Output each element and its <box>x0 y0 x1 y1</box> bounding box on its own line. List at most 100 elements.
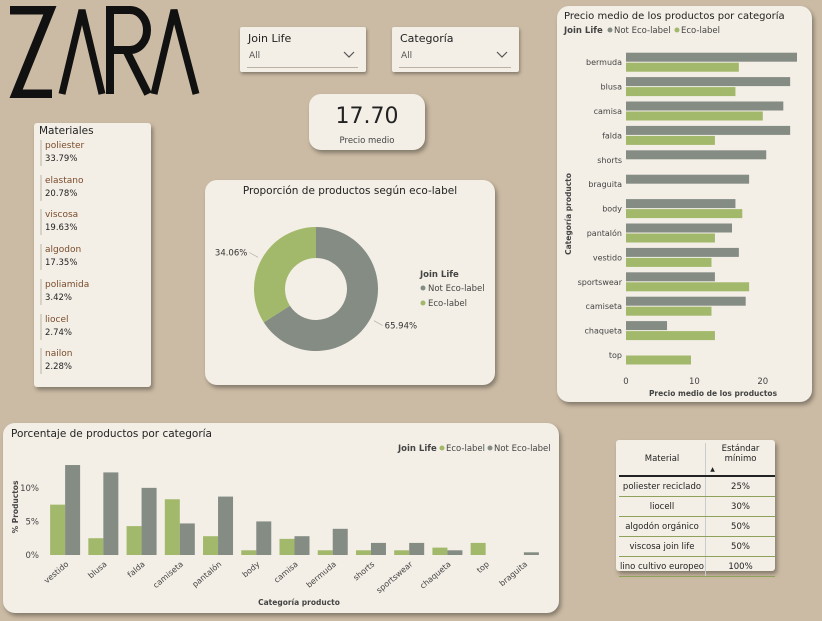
filter-value: All <box>401 51 413 61</box>
bar[interactable] <box>88 538 104 555</box>
legend-label[interactable]: Not Eco-label <box>494 444 551 454</box>
bar[interactable] <box>332 528 348 555</box>
bar[interactable] <box>317 550 333 555</box>
material-percent: 20.78% <box>45 188 78 199</box>
material-cell: poliester reciclado <box>619 476 706 497</box>
bar[interactable] <box>626 111 763 121</box>
category-tick-label: top <box>609 351 622 360</box>
category-tick-label: falda <box>602 131 622 140</box>
category-tick-label: braguita <box>498 560 530 589</box>
sort-ascending-icon: ▲ <box>710 466 715 473</box>
donut-chart: 65.94% 34.06% Join Life Not Eco-label Eco-la… <box>215 227 485 351</box>
price-by-category-card: Precio medio de los productos por catego… <box>557 6 812 402</box>
bar[interactable] <box>626 282 750 292</box>
bar[interactable] <box>626 233 715 243</box>
legend-label[interactable]: Not Eco-label <box>614 26 671 36</box>
bar[interactable] <box>626 272 715 282</box>
bar[interactable] <box>141 487 157 555</box>
bar[interactable] <box>626 101 784 111</box>
bar[interactable] <box>626 223 733 233</box>
x-axis-label: Categoría producto <box>258 598 340 607</box>
column-header-material[interactable]: Material <box>619 443 706 477</box>
bar[interactable] <box>103 472 119 555</box>
join-life-filter[interactable]: Join Life All <box>240 27 366 72</box>
bar[interactable] <box>355 550 371 555</box>
bar[interactable] <box>626 174 750 184</box>
category-tick-label: braguita <box>588 180 622 189</box>
material-item: poliamida 3.42% <box>40 278 89 305</box>
standard-cell: 50% <box>705 536 775 557</box>
legend-label[interactable]: Eco-label <box>428 299 467 309</box>
bar[interactable] <box>203 536 219 555</box>
bar[interactable] <box>626 52 797 62</box>
bar[interactable] <box>279 538 295 555</box>
bar[interactable] <box>241 550 257 555</box>
bar[interactable] <box>179 523 195 555</box>
bar[interactable] <box>65 465 81 555</box>
materials-title: Materiales <box>39 125 94 137</box>
donut-slice[interactable] <box>263 227 378 351</box>
y-tick-label: 5% <box>26 517 40 527</box>
legend-title: Join Life <box>563 26 603 36</box>
bar[interactable] <box>523 552 539 555</box>
legend-label[interactable]: Eco-label <box>681 26 720 36</box>
bar[interactable] <box>626 125 791 135</box>
bar[interactable] <box>432 547 448 555</box>
bar[interactable] <box>626 355 691 365</box>
category-tick-label: shorts <box>352 560 377 583</box>
category-tick-label: pantalón <box>190 559 223 589</box>
column-header-standard[interactable]: Estándar mínimo ▲ <box>705 443 775 477</box>
donut-title: Proporción de productos según eco-label <box>242 185 458 197</box>
table-row: algodón orgánico 50% <box>619 516 775 537</box>
categoria-filter[interactable]: Categoría All <box>392 27 519 72</box>
bar[interactable] <box>626 150 767 160</box>
bar[interactable] <box>294 536 310 555</box>
bar[interactable] <box>626 306 712 316</box>
x-axis-label: Precio medio de los productos <box>649 389 778 398</box>
material-name: algodon <box>45 245 82 256</box>
bar[interactable] <box>626 331 715 341</box>
bar[interactable] <box>626 257 712 267</box>
category-tick-label: bermuda <box>586 58 622 67</box>
legend-title: Join Life <box>419 270 459 280</box>
bar[interactable] <box>447 550 463 555</box>
legend-marker <box>487 445 493 451</box>
material-cell: algodón orgánico <box>619 516 706 537</box>
join-life-dropdown[interactable]: All <box>247 47 358 68</box>
category-tick-label: vestido <box>42 560 70 586</box>
leader-line <box>373 320 383 326</box>
legend-label[interactable]: Eco-label <box>446 444 485 454</box>
bar[interactable] <box>409 542 425 555</box>
x-tick-label: 0 <box>623 377 628 387</box>
category-tick-label: bermuda <box>305 560 338 590</box>
bar[interactable] <box>626 77 791 87</box>
bar[interactable] <box>256 521 272 555</box>
material-name: nailon <box>45 349 73 360</box>
bar[interactable] <box>626 247 739 257</box>
legend-label[interactable]: Not Eco-label <box>428 284 485 294</box>
bar[interactable] <box>370 542 386 555</box>
bar[interactable] <box>626 296 746 306</box>
bar[interactable] <box>626 209 743 219</box>
x-tick-label: 20 <box>757 377 768 387</box>
bar[interactable] <box>164 499 180 555</box>
y-axis-label: Categoría producto <box>564 173 573 255</box>
bar[interactable] <box>626 62 739 72</box>
bar[interactable] <box>626 87 736 97</box>
table-row: poliester reciclado 25% <box>619 476 775 497</box>
category-tick-label: chaqueta <box>418 560 453 591</box>
bar[interactable] <box>50 504 66 555</box>
bar[interactable] <box>218 496 234 555</box>
bar[interactable] <box>626 199 736 209</box>
bar[interactable] <box>626 135 715 145</box>
standard-cell: 25% <box>705 476 775 497</box>
bar[interactable] <box>626 321 668 331</box>
donut-slice[interactable] <box>254 227 316 323</box>
bar[interactable] <box>394 550 410 555</box>
y-tick-label: 10% <box>20 484 39 494</box>
standards-table: Material Estándar mínimo ▲ poliester reci… <box>619 443 775 577</box>
material-item: viscosa 19.63% <box>40 209 78 236</box>
bar[interactable] <box>126 526 142 555</box>
bar[interactable] <box>470 542 486 555</box>
categoria-dropdown[interactable]: All <box>399 47 511 68</box>
